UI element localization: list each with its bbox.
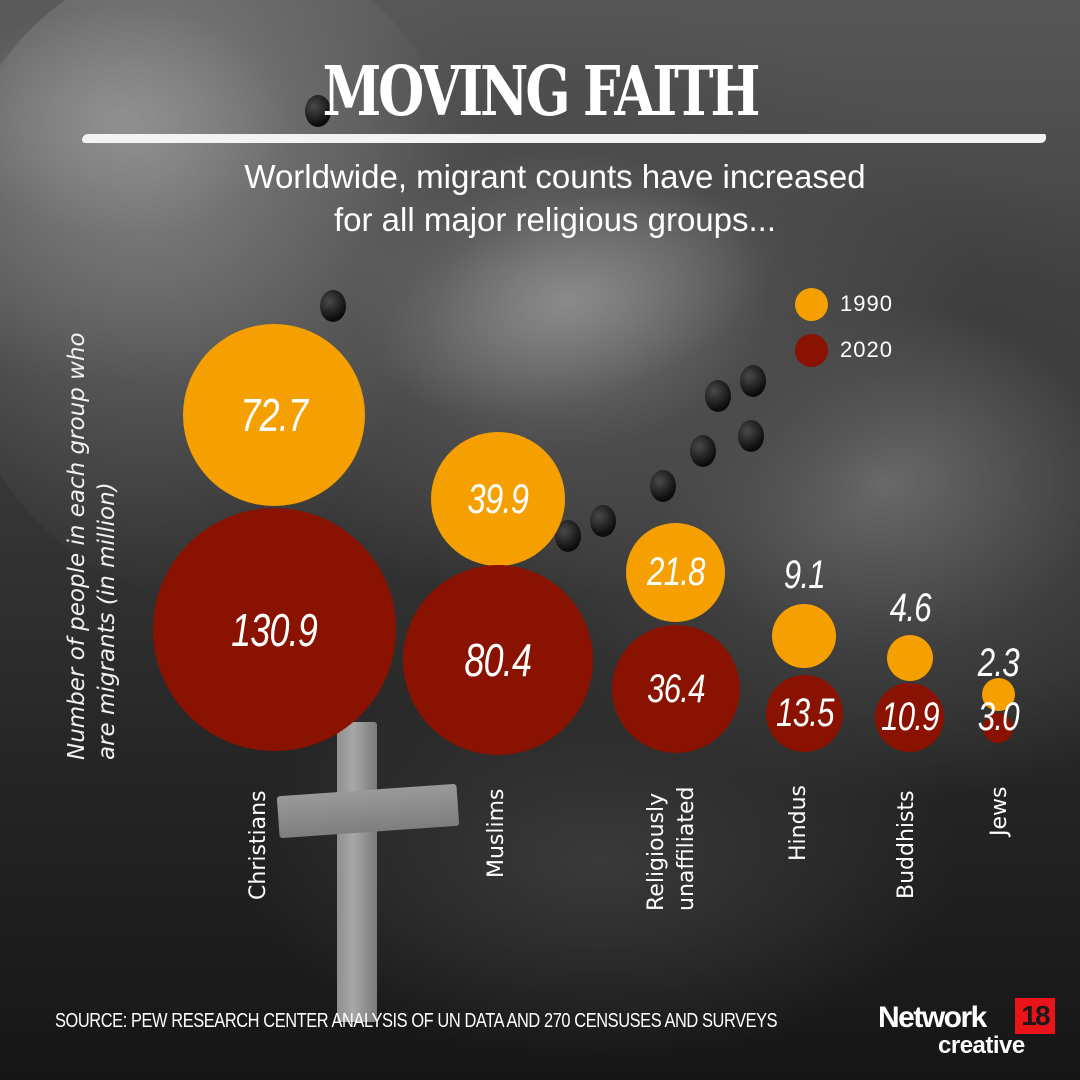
legend-label-2020: 2020 [840,337,893,362]
bubble-christians-2020: 130.9 [153,508,396,751]
category-label-unaffiliated-line-2: unaffiliated [674,786,699,911]
value-christians-2020: 130.9 [231,603,319,656]
logo-18-badge: 18 [1015,998,1055,1034]
legend-item-2020: 2020 [795,327,893,373]
subtitle-line-1: Worldwide, migrant counts have increased [244,158,866,195]
chart-legend: 1990 2020 [795,281,893,373]
value-jews-1990-label: 2.3 [960,640,1036,686]
network18-creative-logo: Network 18 creative [878,997,1058,1063]
legend-dot-2020-icon [795,333,828,367]
subtitle: Worldwide, migrant counts have increased… [140,155,970,241]
legend-dot-1990-icon [795,287,828,321]
legend-item-1990: 1990 [795,281,893,327]
cross-icon [337,722,377,1022]
bubble-christians-1990: 72.7 [183,324,365,506]
category-label-buddhists: Buddhists [894,790,919,899]
value-muslims-1990: 39.9 [467,475,529,522]
value-unaffiliated-2020: 36.4 [647,666,705,711]
value-buddhists-1990: 4.6 [889,586,931,630]
value-hindus-1990-label: 9.1 [764,552,844,598]
bubble-unaffiliated-2020: 36.4 [612,625,740,753]
cross-arm-icon [276,783,460,839]
bubble-muslims-2020: 80.4 [403,565,593,755]
category-label-unaffiliated-line-1: Religiously [644,792,669,911]
rosary-bead-icon [740,365,766,397]
source-note: SOURCE: PEW RESEARCH CENTER ANALYSIS OF … [55,1010,778,1032]
value-buddhists-2020: 10.9 [880,695,939,739]
bubble-buddhists-2020: 10.9 [875,683,944,752]
value-buddhists-1990-label: 4.6 [870,585,950,631]
rosary-bead-icon [690,435,716,467]
value-muslims-2020: 80.4 [464,634,532,686]
value-christians-1990: 72.7 [240,389,308,441]
title-underline-divider [82,134,1046,143]
category-label-unaffiliated: Religiously unaffiliated [642,787,702,911]
y-axis-label-line-2: are migrants (in million) [94,482,120,760]
category-label-christians: Christians [246,790,271,900]
category-label-jews: Jews [987,786,1012,836]
value-jews-1990: 2.3 [977,641,1019,685]
value-unaffiliated-1990: 21.8 [646,550,705,594]
logo-creative-text: creative [938,1032,1025,1059]
legend-label-1990: 1990 [840,291,893,316]
rosary-bead-icon [650,470,676,502]
rosary-bead-icon [590,505,616,537]
bubble-buddhists-1990 [887,635,933,681]
logo-network-text: Network [878,1001,987,1034]
bubble-jews-2020 [983,713,1013,743]
value-jews-2020: 3.0 [977,695,1019,739]
background-hand-shape [0,0,460,600]
bubble-hindus-1990 [772,604,836,668]
value-jews-2020-label: 3.0 [960,694,1036,740]
rosary-bead-icon [738,420,764,452]
rosary-bead-icon [705,380,731,412]
y-axis-label: Number of people in each group who are m… [62,230,142,760]
bubble-unaffiliated-1990: 21.8 [626,523,725,622]
category-label-muslims: Muslims [484,788,509,878]
value-hindus-1990: 9.1 [783,553,825,597]
rosary-bead-icon [305,95,331,127]
bubble-muslims-1990: 39.9 [431,432,565,566]
y-axis-label-line-1: Number of people in each group who [64,332,90,760]
bubble-jews-1990 [982,678,1015,711]
subtitle-line-2: for all major religious groups... [333,201,777,238]
rosary-bead-icon [320,290,346,322]
category-label-hindus: Hindus [786,785,811,861]
value-hindus-2020: 13.5 [775,691,834,735]
page-title: MOVING FAITH [322,52,761,132]
bubble-hindus-2020: 13.5 [766,675,843,752]
